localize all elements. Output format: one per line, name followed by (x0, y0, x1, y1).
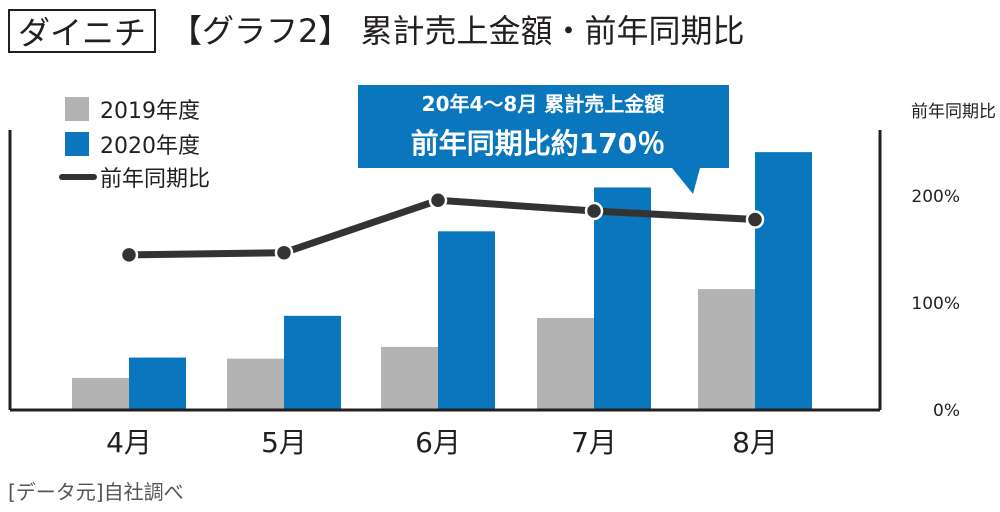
bar-2020-6 (438, 231, 495, 410)
category-label: 4月 (106, 426, 152, 459)
category-label: 7月 (571, 426, 617, 459)
bar-2019-5 (227, 358, 284, 410)
annotation-box (358, 85, 729, 194)
bar-2020-7 (594, 187, 651, 410)
legend-label-2019: 2019年度 (100, 99, 200, 124)
bar-2020-8 (755, 152, 812, 410)
category-label: 6月 (415, 426, 461, 459)
yoy-line-group (119, 191, 765, 265)
y2-tick-label: 100% (911, 294, 960, 314)
yoy-point-5 (274, 243, 294, 262)
bar-2019-8 (698, 289, 755, 410)
yoy-point-4 (119, 245, 139, 265)
yoy-point-6 (428, 191, 448, 210)
bar-2019-6 (381, 346, 438, 410)
bars-group (72, 152, 812, 410)
legend-swatch-2019 (65, 97, 89, 121)
annotation-line2: 前年同期比約170％ (411, 127, 665, 160)
y2-tick-label: 0% (933, 401, 960, 421)
category-label: 5月 (261, 426, 307, 459)
bar-2020-5 (284, 315, 341, 410)
annotation-callout: 20年4～8月 累計売上金額 前年同期比約170％ (358, 85, 729, 194)
y2-axis-title: 前年同期比 (911, 102, 996, 122)
legend-swatch-2020 (65, 132, 89, 156)
category-labels: 4月 5月 6月 7月 8月 (106, 426, 778, 459)
data-source-note: [データ元]自社調べ (8, 480, 184, 504)
category-label: 8月 (732, 426, 778, 459)
legend-label-2020: 2020年度 (100, 134, 200, 159)
y2-tick-label: 200% (911, 187, 960, 207)
chart-title: 【グラフ2】 累計売上金額・前年同期比 (170, 12, 745, 50)
annotation-line1: 20年4～8月 累計売上金額 (422, 92, 665, 116)
chart-header: ダイニチ 【グラフ2】 累計売上金額・前年同期比 (8, 6, 745, 56)
bar-2020-4 (129, 357, 186, 410)
yoy-point-8 (745, 210, 765, 229)
brand-label: ダイニチ (8, 9, 157, 53)
bar-2019-4 (72, 377, 129, 410)
yoy-point-7 (584, 201, 604, 221)
legend: 2019年度 2020年度 前年同期比 (59, 97, 210, 192)
bar-2019-7 (537, 317, 594, 410)
y2-tick-labels: 0% 100% 200% (911, 187, 960, 421)
legend-label-yoy: 前年同期比 (100, 167, 210, 192)
axes-group (8, 130, 882, 412)
